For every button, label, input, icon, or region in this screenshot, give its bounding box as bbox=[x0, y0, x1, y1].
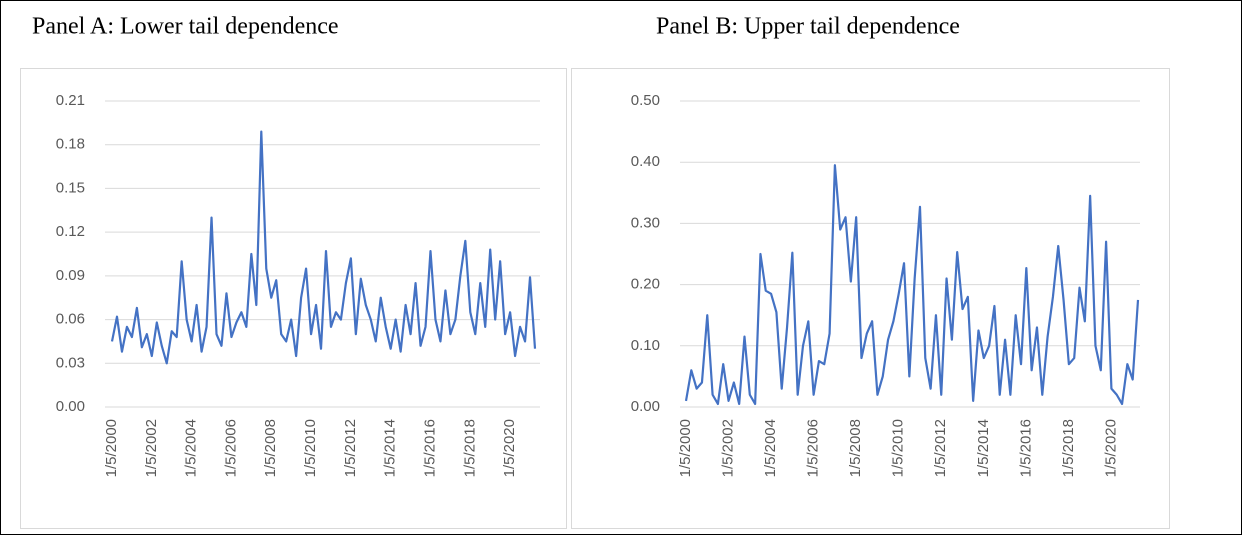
y-tick-label: 0.00 bbox=[631, 398, 660, 415]
x-tick-label: 1/5/2000 bbox=[103, 419, 120, 477]
x-tick-label: 1/5/2012 bbox=[342, 419, 359, 477]
y-tick-label: 0.06 bbox=[56, 311, 85, 328]
x-tick-label: 1/5/2012 bbox=[932, 419, 949, 477]
y-tick-label: 0.18 bbox=[56, 136, 85, 153]
y-tick-label: 0.30 bbox=[631, 214, 660, 231]
x-tick-label: 1/5/2010 bbox=[302, 419, 319, 477]
x-tick-label: 1/5/2016 bbox=[421, 419, 438, 477]
x-tick-label: 1/5/2020 bbox=[1102, 419, 1119, 477]
y-tick-label: 0.00 bbox=[56, 398, 85, 415]
x-tick-label: 1/5/2014 bbox=[382, 419, 399, 477]
x-tick-label: 1/5/2014 bbox=[975, 419, 992, 477]
chart-frame bbox=[571, 68, 1170, 529]
y-tick-label: 0.12 bbox=[56, 223, 85, 240]
x-tick-label: 1/5/2008 bbox=[262, 419, 279, 477]
y-tick-label: 0.10 bbox=[631, 337, 660, 354]
data-line bbox=[110, 130, 537, 365]
x-tick-label: 1/5/2002 bbox=[143, 419, 160, 477]
x-tick-label: 1/5/2004 bbox=[183, 419, 200, 477]
x-tick-label: 1/5/2002 bbox=[720, 419, 737, 477]
y-tick-label: 0.21 bbox=[56, 92, 85, 109]
x-tick-label: 1/5/2004 bbox=[762, 419, 779, 477]
x-tick-label: 1/5/2006 bbox=[222, 419, 239, 477]
x-tick-label: 1/5/2010 bbox=[890, 419, 907, 477]
x-tick-label: 1/5/2000 bbox=[677, 419, 694, 477]
x-tick-label: 1/5/2008 bbox=[847, 419, 864, 477]
y-tick-label: 0.20 bbox=[631, 276, 660, 293]
x-tick-label: 1/5/2016 bbox=[1017, 419, 1034, 477]
x-tick-label: 1/5/2018 bbox=[461, 419, 478, 477]
x-tick-label: 1/5/2020 bbox=[501, 419, 518, 477]
y-tick-label: 0.15 bbox=[56, 179, 85, 196]
x-tick-label: 1/5/2006 bbox=[805, 419, 822, 477]
y-tick-label: 0.50 bbox=[631, 92, 660, 109]
panel-title: Panel A: Lower tail dependence bbox=[32, 14, 339, 40]
y-tick-label: 0.09 bbox=[56, 267, 85, 284]
x-tick-label: 1/5/2018 bbox=[1060, 419, 1077, 477]
y-tick-label: 0.40 bbox=[631, 153, 660, 170]
data-line bbox=[684, 164, 1140, 406]
panel-title: Panel B: Upper tail dependence bbox=[656, 14, 960, 40]
y-tick-label: 0.03 bbox=[56, 354, 85, 371]
